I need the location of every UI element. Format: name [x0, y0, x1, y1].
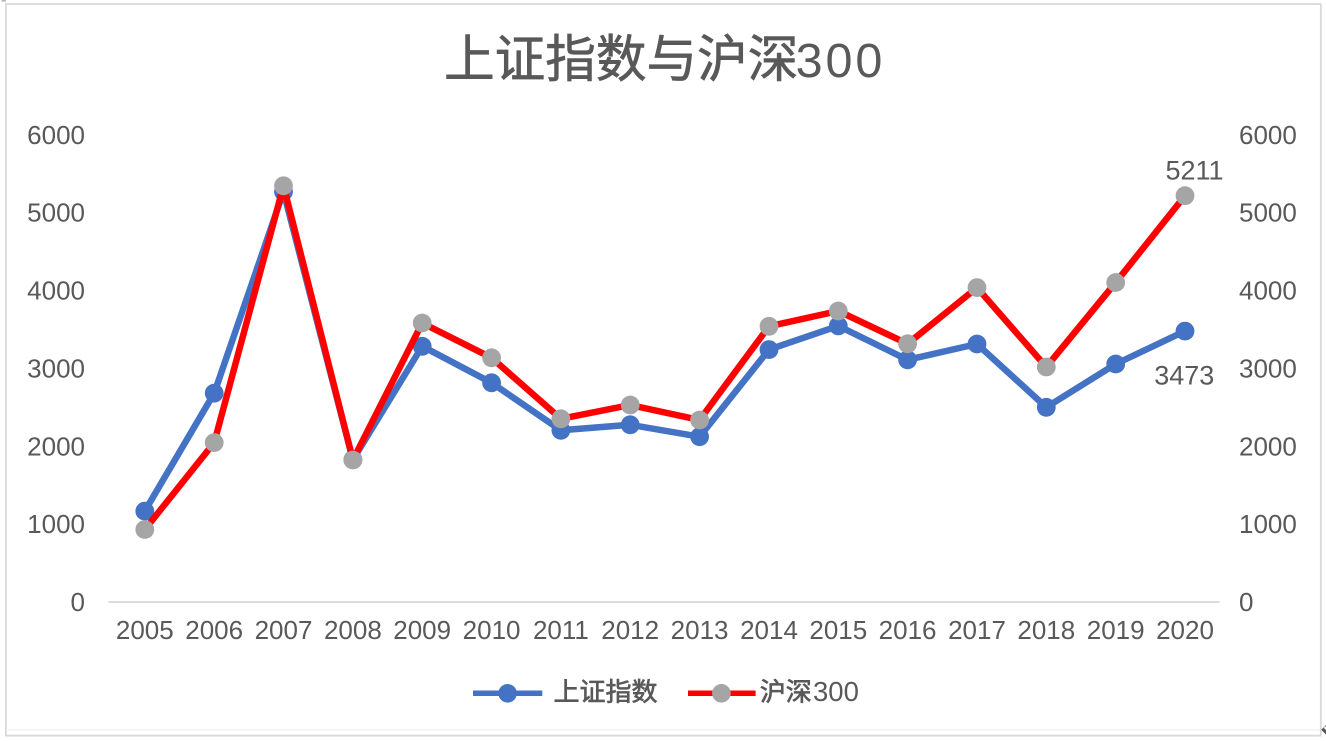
- svg-text:2019: 2019: [1087, 615, 1145, 645]
- svg-text:4000: 4000: [1239, 276, 1297, 306]
- svg-text:1000: 1000: [27, 509, 85, 539]
- svg-text:2011: 2011: [533, 615, 589, 645]
- svg-text:2020: 2020: [1156, 615, 1214, 645]
- svg-text:2000: 2000: [27, 431, 85, 461]
- svg-text:2014: 2014: [740, 615, 798, 645]
- svg-text:2016: 2016: [879, 615, 937, 645]
- svg-text:2006: 2006: [185, 615, 243, 645]
- svg-text:5000: 5000: [27, 198, 85, 228]
- svg-text:2000: 2000: [1239, 431, 1297, 461]
- svg-text:4000: 4000: [27, 276, 85, 306]
- svg-text:300: 300: [796, 34, 886, 88]
- svg-text:3000: 3000: [1239, 353, 1297, 383]
- svg-text:6000: 6000: [27, 120, 85, 150]
- svg-text:3473: 3473: [1154, 361, 1214, 391]
- svg-text:0: 0: [1239, 587, 1253, 617]
- svg-text:2018: 2018: [1017, 615, 1075, 645]
- svg-text:6000: 6000: [1239, 120, 1297, 150]
- svg-text:5211: 5211: [1165, 155, 1223, 185]
- svg-text:2017: 2017: [948, 615, 1006, 645]
- svg-text:2007: 2007: [255, 615, 313, 645]
- svg-text:2015: 2015: [809, 615, 867, 645]
- svg-text:2010: 2010: [463, 615, 521, 645]
- svg-text:3000: 3000: [27, 353, 85, 383]
- svg-text:2008: 2008: [324, 615, 382, 645]
- svg-text:5000: 5000: [1239, 198, 1297, 228]
- svg-text:2009: 2009: [393, 615, 451, 645]
- svg-text:2005: 2005: [116, 615, 174, 645]
- svg-text:2012: 2012: [601, 615, 659, 645]
- svg-text:2013: 2013: [671, 615, 729, 645]
- svg-text:0: 0: [71, 587, 85, 617]
- svg-text:300: 300: [813, 676, 859, 707]
- svg-text:1000: 1000: [1239, 509, 1297, 539]
